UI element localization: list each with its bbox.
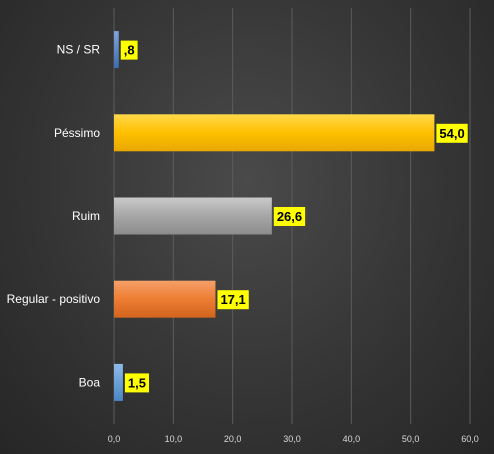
x-tick-label: 20,0 bbox=[224, 434, 242, 444]
bar bbox=[114, 197, 272, 235]
category-label: NS / SR bbox=[57, 43, 101, 57]
category-label: Regular - positivo bbox=[7, 292, 101, 306]
data-label-background bbox=[120, 40, 138, 60]
bar bbox=[114, 31, 119, 69]
data-label: 26,6 bbox=[277, 209, 302, 224]
data-label: 54,0 bbox=[439, 126, 464, 141]
x-tick-label: 10,0 bbox=[165, 434, 183, 444]
category-label: Péssimo bbox=[54, 126, 100, 140]
x-tick-label: 0,0 bbox=[108, 434, 121, 444]
x-tick-label: 60,0 bbox=[461, 434, 479, 444]
data-label: 1,5 bbox=[128, 375, 146, 390]
x-tick-label: 50,0 bbox=[402, 434, 420, 444]
bar bbox=[114, 280, 216, 318]
bar bbox=[114, 363, 123, 401]
x-tick-label: 30,0 bbox=[283, 434, 301, 444]
x-tick-label: 40,0 bbox=[343, 434, 361, 444]
data-label-background bbox=[436, 123, 468, 143]
data-label-background bbox=[273, 207, 306, 226]
data-label-background bbox=[217, 290, 249, 310]
data-label-background bbox=[124, 373, 149, 393]
data-label: 17,1 bbox=[220, 292, 245, 307]
data-label: ,8 bbox=[124, 43, 135, 58]
bar bbox=[114, 114, 435, 152]
category-label: Ruim bbox=[72, 209, 100, 223]
category-label: Boa bbox=[79, 375, 101, 389]
